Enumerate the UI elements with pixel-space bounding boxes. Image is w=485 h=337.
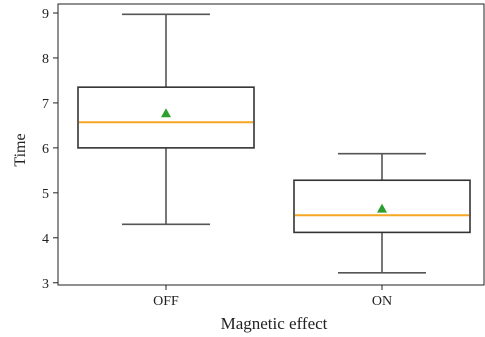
y-tick-label: 6	[42, 142, 49, 157]
iqr-box	[77, 86, 255, 149]
y-tick-label: 9	[42, 7, 49, 22]
mean-marker	[377, 203, 387, 213]
plot-area	[77, 13, 471, 274]
y-axis-title: Time	[12, 133, 29, 166]
y-tick-label: 4	[42, 232, 49, 247]
y-tick-label: 7	[42, 97, 49, 112]
axes: 3 4 5 6 7 8 9 OFF ON	[42, 3, 485, 309]
plot-frame	[57, 3, 485, 286]
box-off	[77, 13, 255, 226]
y-tick-label: 8	[42, 52, 49, 67]
y-tick-label: 3	[42, 277, 49, 292]
x-tick-label-on: ON	[372, 294, 392, 309]
y-tick-label: 5	[42, 187, 49, 202]
box-on	[293, 152, 471, 274]
x-axis-title: Magnetic effect	[221, 314, 328, 333]
mean-marker	[161, 108, 171, 118]
x-tick-label-off: OFF	[153, 294, 179, 309]
